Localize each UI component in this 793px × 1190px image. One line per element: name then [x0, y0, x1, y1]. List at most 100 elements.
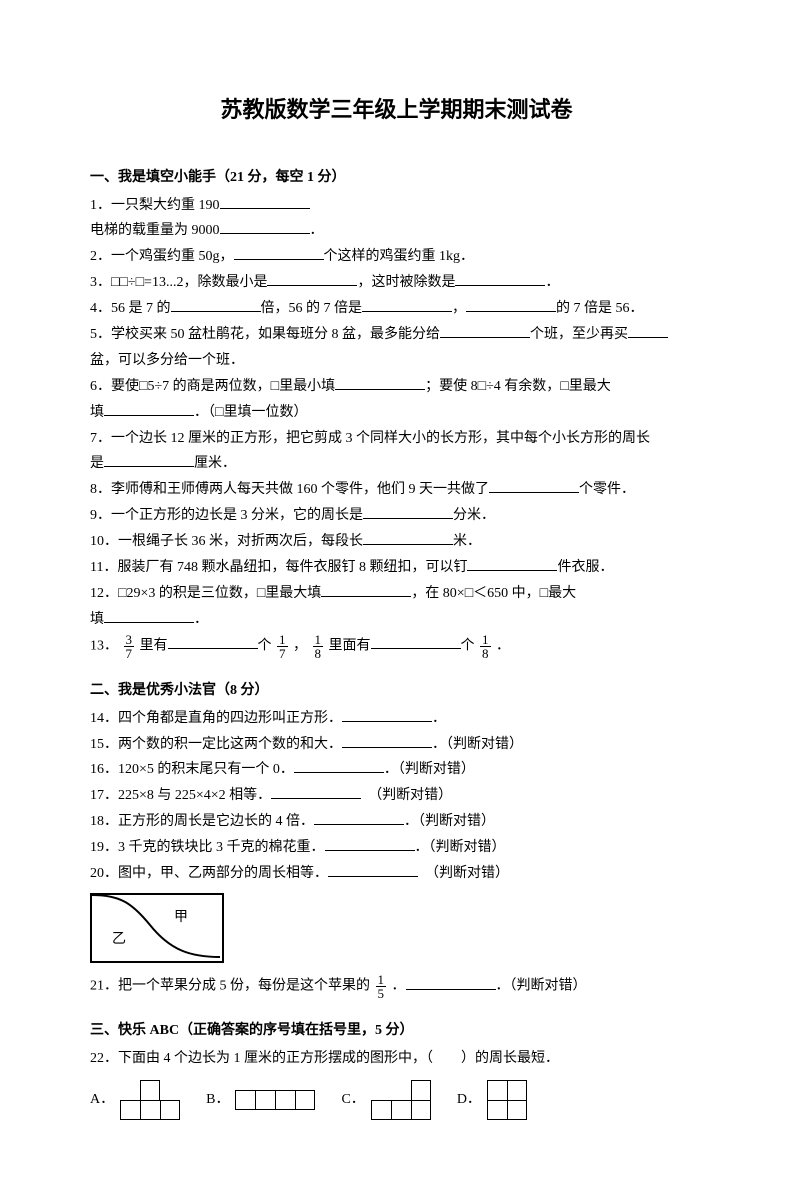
- q13c: 个: [258, 638, 272, 653]
- q9a: 9．一个正方形的边长是 3 分米，它的周长是: [90, 508, 363, 523]
- q5a: 5．学校买来 50 盆杜鹃花，如果每班分 8 盆，最多能分给: [90, 327, 440, 342]
- q7b: 是: [90, 456, 104, 471]
- q10a: 10．一根绳子长 36 米，对折两次后，每段长: [90, 534, 363, 549]
- shape-d: [487, 1080, 527, 1120]
- section-1-heading: 一、我是填空小能手（21 分，每空 1 分）: [90, 165, 703, 191]
- q14: 14．四个角都是直角的四边形叫正方形．．: [90, 706, 703, 732]
- q12-line2: 填．: [90, 607, 703, 633]
- q12c: 填: [90, 612, 104, 627]
- blank[interactable]: [234, 245, 324, 260]
- blank[interactable]: [362, 297, 452, 312]
- q11b: 件衣服．: [557, 560, 613, 575]
- blank[interactable]: [363, 530, 453, 545]
- blank[interactable]: [220, 194, 310, 209]
- blank[interactable]: [455, 271, 545, 286]
- blank[interactable]: [628, 323, 668, 338]
- q6a: 6．要使□5÷7 的商是两位数，□里最小填: [90, 379, 335, 394]
- q13e: 里面有: [329, 638, 371, 653]
- q4c: ，: [452, 301, 466, 316]
- q7-line1: 7．一个边长 12 厘米的正方形，把它剪成 3 个同样大小的长方形，其中每个小长…: [90, 426, 703, 452]
- q10b: 米．: [453, 534, 481, 549]
- q17: 17．225×8 与 225×4×2 相等． （判断对错）: [90, 783, 703, 809]
- q2b: 个这样的鸡蛋约重 1kg．: [324, 249, 475, 264]
- blank[interactable]: [371, 634, 461, 649]
- q4b: 倍，56 的 7 倍是: [261, 301, 363, 316]
- blank[interactable]: [440, 323, 530, 338]
- blank[interactable]: [104, 452, 194, 467]
- blank[interactable]: [271, 784, 361, 799]
- q6b: ；要使 8□÷4 有余数，□里最大: [425, 379, 611, 394]
- page-title: 苏教版数学三年级上学期期末测试卷: [90, 90, 703, 131]
- option-b-label: B．: [206, 1087, 229, 1113]
- blank[interactable]: [104, 401, 194, 416]
- blank[interactable]: [294, 758, 384, 773]
- q18: 18．正方形的周长是它边长的 4 倍．．（判断对错）: [90, 809, 703, 835]
- q12a: 12．□29×3 的积是三位数，□里最大填: [90, 586, 321, 601]
- blank[interactable]: [335, 375, 425, 390]
- q5-line1: 5．学校买来 50 盆杜鹃花，如果每班分 8 盆，最多能分给 个班，至少再买: [90, 322, 703, 348]
- fraction-1-7: 17: [277, 633, 288, 660]
- q2: 2．一个鸡蛋约重 50g， 个这样的鸡蛋约重 1kg．: [90, 244, 703, 270]
- q5b: 个班，至少再买: [530, 327, 628, 342]
- q1a: 1．一只梨大约重 190: [90, 198, 220, 213]
- q11a: 11．服装厂有 748 颗水晶纽扣，每件衣服钉 8 颗纽扣，可以钉: [90, 560, 467, 575]
- q1-line1: 1．一只梨大约重 190: [90, 193, 703, 219]
- q1b: 电梯的载重量为 9000: [90, 223, 220, 238]
- q4: 4．56 是 7 的倍，56 的 7 倍是，的 7 倍是 56．: [90, 296, 703, 322]
- page: 苏教版数学三年级上学期期末测试卷 一、我是填空小能手（21 分，每空 1 分） …: [0, 0, 793, 1190]
- q22: 22．下面由 4 个边长为 1 厘米的正方形摆成的图形中，（ ）的周长最短．: [90, 1046, 703, 1072]
- q8: 8．李师傅和王师傅两人每天共做 160 个零件，他们 9 天一共做了个零件．: [90, 477, 703, 503]
- fraction-1-8: 18: [313, 633, 324, 660]
- blank[interactable]: [168, 634, 258, 649]
- q7-line2: 是厘米．: [90, 451, 703, 477]
- label-jia: 甲: [174, 905, 188, 931]
- q13b: 里有: [140, 638, 168, 653]
- blank[interactable]: [171, 297, 261, 312]
- option-d[interactable]: D．: [457, 1080, 527, 1120]
- q3: 3．□□÷□=13...2，除数最小是，这时被除数是．: [90, 270, 703, 296]
- blank[interactable]: [467, 556, 557, 571]
- fraction-3-7: 37: [124, 633, 135, 660]
- blank[interactable]: [328, 862, 418, 877]
- blank[interactable]: [466, 297, 556, 312]
- option-b[interactable]: B．: [206, 1087, 315, 1113]
- blank[interactable]: [314, 810, 404, 825]
- shape-c: [371, 1080, 431, 1120]
- option-c[interactable]: C．: [341, 1080, 430, 1120]
- q11: 11．服装厂有 748 颗水晶纽扣，每件衣服钉 8 颗纽扣，可以钉 件衣服．: [90, 555, 703, 581]
- option-a[interactable]: A．: [90, 1080, 180, 1120]
- option-d-label: D．: [457, 1087, 481, 1113]
- q12b: ，在 80×□＜650 中，□最大: [411, 586, 576, 601]
- q1-line2: 电梯的载重量为 9000 ．: [90, 218, 703, 244]
- q13d: ，: [293, 638, 307, 653]
- q3b: ，这时被除数是: [357, 275, 455, 290]
- q16: 16．120×5 的积末尾只有一个 0．．（判断对错）: [90, 757, 703, 783]
- q2a: 2．一个鸡蛋约重 50g，: [90, 249, 234, 264]
- fraction-1-8b: 18: [480, 633, 491, 660]
- q12-line1: 12．□29×3 的积是三位数，□里最大填 ，在 80×□＜650 中，□最大: [90, 581, 703, 607]
- q8a: 8．李师傅和王师傅两人每天共做 160 个零件，他们 9 天一共做了: [90, 482, 489, 497]
- section-3-heading: 三、快乐 ABC（正确答案的序号填在括号里，5 分）: [90, 1018, 703, 1044]
- blank[interactable]: [220, 219, 310, 234]
- q4d: 的 7 倍是 56．: [556, 301, 644, 316]
- blank[interactable]: [104, 608, 194, 623]
- q6d: ．（□里填一位数）: [194, 405, 307, 420]
- blank[interactable]: [363, 504, 453, 519]
- q6-line1: 6．要使□5÷7 的商是两位数，□里最小填 ；要使 8□÷4 有余数，□里最大: [90, 374, 703, 400]
- q9: 9．一个正方形的边长是 3 分米，它的周长是 分米．: [90, 503, 703, 529]
- q22-options: A． B． C． D．: [90, 1080, 703, 1120]
- q6-line2: 填．（□里填一位数）: [90, 400, 703, 426]
- q13a: 13．: [90, 638, 118, 653]
- blank[interactable]: [321, 582, 411, 597]
- blank[interactable]: [342, 707, 432, 722]
- blank[interactable]: [406, 975, 496, 990]
- q1c: ．: [310, 223, 324, 238]
- option-c-label: C．: [341, 1087, 364, 1113]
- q9b: 分米．: [453, 508, 495, 523]
- blank[interactable]: [489, 478, 579, 493]
- blank[interactable]: [325, 836, 415, 851]
- blank[interactable]: [342, 733, 432, 748]
- blank[interactable]: [267, 271, 357, 286]
- option-a-label: A．: [90, 1087, 114, 1113]
- q15: 15．两个数的积一定比这两个数的和大．．（判断对错）: [90, 732, 703, 758]
